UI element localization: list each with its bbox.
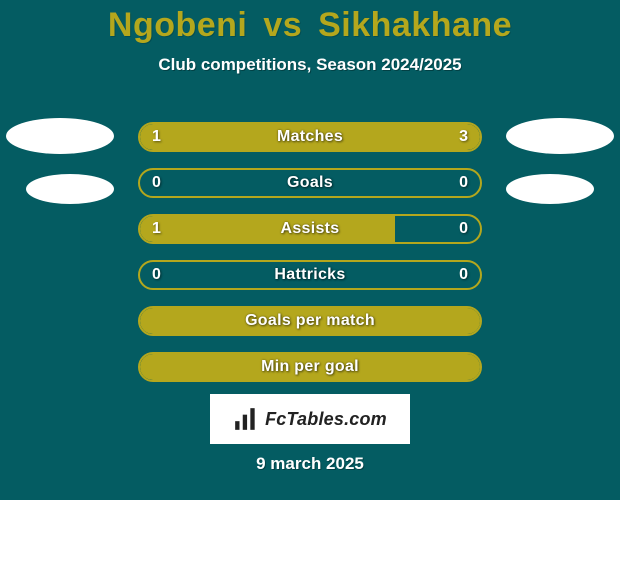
- source-logo: FcTables.com: [210, 394, 410, 444]
- player1-name: Ngobeni: [108, 6, 247, 44]
- stat-label: Min per goal: [140, 354, 480, 380]
- player2-oval-large: [506, 118, 614, 154]
- stat-label: Goals per match: [140, 308, 480, 334]
- player1-oval-large: [6, 118, 114, 154]
- stat-label: Hattricks: [140, 262, 480, 288]
- stat-row: 00Goals: [138, 168, 482, 198]
- stat-row: 10Assists: [138, 214, 482, 244]
- card-subtitle: Club competitions, Season 2024/2025: [0, 55, 620, 75]
- bar-chart-icon: [233, 406, 259, 432]
- stat-row: Min per goal: [138, 352, 482, 382]
- comparison-card: Ngobeni vs Sikhakhane Club competitions,…: [0, 0, 620, 500]
- player2-name: Sikhakhane: [318, 6, 512, 44]
- player1-oval-small: [26, 174, 114, 204]
- title-vs: vs: [263, 6, 302, 44]
- stat-label: Assists: [140, 216, 480, 242]
- stat-label: Matches: [140, 124, 480, 150]
- stat-row: 13Matches: [138, 122, 482, 152]
- stat-label: Goals: [140, 170, 480, 196]
- card-date: 9 march 2025: [0, 454, 620, 474]
- stat-row: 00Hattricks: [138, 260, 482, 290]
- card-title: Ngobeni vs Sikhakhane: [0, 0, 620, 45]
- stat-row: Goals per match: [138, 306, 482, 336]
- source-logo-text: FcTables.com: [265, 409, 387, 430]
- stats-bars: 13Matches 00Goals 10Assists 00Hattricks Goal…: [138, 122, 482, 398]
- player2-oval-small: [506, 174, 594, 204]
